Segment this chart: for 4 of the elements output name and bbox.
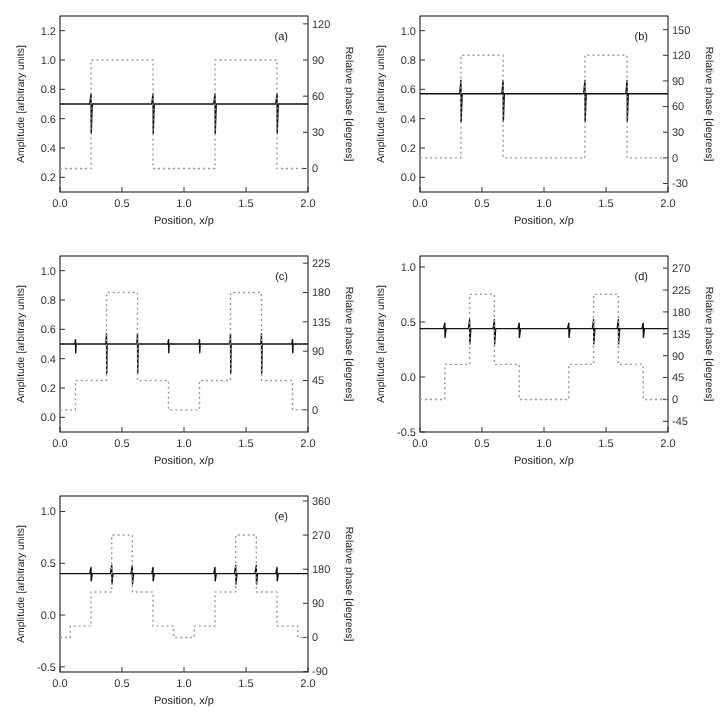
line-series (419, 319, 669, 345)
line-series (59, 564, 309, 585)
line-series (59, 333, 309, 375)
line-series (59, 534, 309, 639)
